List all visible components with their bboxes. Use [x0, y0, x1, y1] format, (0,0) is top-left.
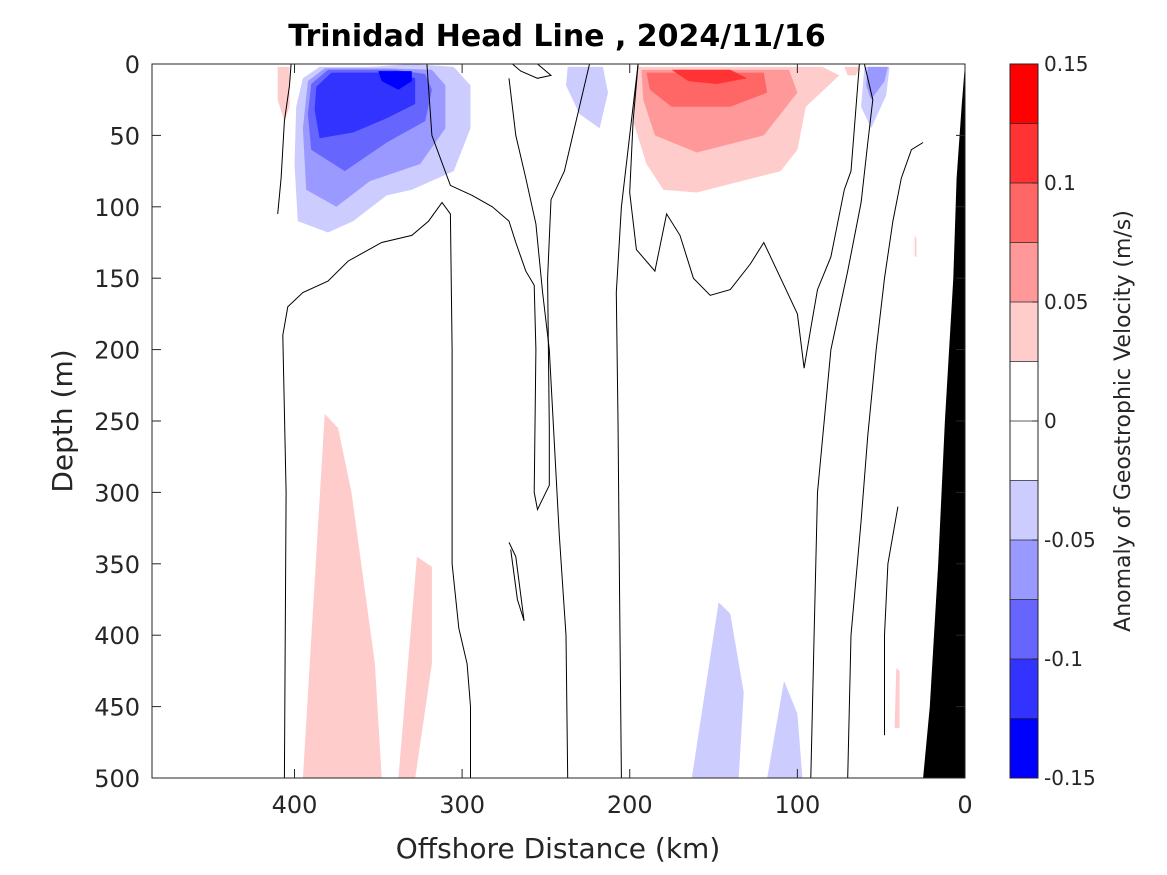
y-tick-label: 500 — [94, 765, 140, 793]
x-axis-label: Offshore Distance (km) — [396, 832, 721, 865]
colorbar: 0.15 0.1 0.05 0 -0.05 -0.1 -0.15 — [1009, 52, 1096, 790]
y-axis: 0 50 100 150 200 250 300 350 400 450 500 — [94, 51, 965, 793]
x-tick-label: 0 — [957, 791, 972, 819]
colorbar-swatch-5 — [1010, 302, 1038, 362]
x-tick-label: 300 — [439, 791, 485, 819]
y-axis-label: Depth (m) — [46, 349, 79, 492]
y-tick-label: 250 — [94, 408, 140, 436]
y-tick-label: 0 — [125, 51, 140, 79]
colorbar-swatch-2 — [1010, 123, 1038, 183]
contour-region-17 — [691, 602, 744, 778]
zero-contour-7 — [615, 64, 639, 778]
colorbar-swatch-4 — [1010, 242, 1038, 302]
y-tick-label: 200 — [94, 337, 140, 365]
zero-contour-10 — [847, 142, 924, 778]
plot-background — [152, 64, 965, 778]
colorbar-swatch-6 — [1010, 361, 1038, 421]
contour-region-10 — [646, 72, 768, 107]
colorbar-swatch-3 — [1010, 183, 1038, 243]
contour-region-4 — [314, 72, 416, 139]
colorbar-swatch-12 — [1010, 718, 1038, 778]
y-tick-label: 50 — [109, 122, 140, 150]
zero-contour-4 — [426, 64, 590, 512]
bathymetry-shelf — [923, 64, 965, 778]
colorbar-tick-label: -0.15 — [1044, 766, 1096, 790]
x-tick-label: 200 — [607, 791, 653, 819]
bathymetry-layer — [923, 64, 965, 778]
colorbar-swatch-7 — [1010, 421, 1038, 481]
colorbar-tick-label: 0 — [1044, 409, 1057, 433]
x-tick-label: 100 — [774, 791, 820, 819]
y-tick-label: 400 — [94, 622, 140, 650]
contour-region-5 — [378, 71, 412, 90]
x-axis: 400 300 200 100 0 — [272, 64, 973, 819]
y-tick-label: 450 — [94, 694, 140, 722]
colorbar-tick-label: 0.05 — [1044, 290, 1089, 314]
colorbar-tick-label: -0.1 — [1044, 647, 1083, 671]
contour-region-20 — [914, 235, 917, 257]
zero-contour-5 — [508, 542, 525, 622]
colorbar-swatch-8 — [1010, 480, 1038, 540]
contour-region-16 — [398, 556, 432, 778]
zero-contour-9 — [810, 64, 874, 778]
colorbar-swatch-11 — [1010, 659, 1038, 719]
zero-contour-layer — [277, 64, 924, 778]
contour-region-15 — [302, 413, 382, 778]
contour-fill-layer — [277, 64, 917, 778]
contour-region-6 — [566, 66, 608, 129]
chart-title: Trinidad Head Line , 2024/11/16 — [288, 19, 825, 54]
y-tick-label: 300 — [94, 479, 140, 507]
zero-contour-11 — [884, 506, 899, 736]
x-tick-label: 400 — [272, 791, 318, 819]
colorbar-tick-label: -0.05 — [1044, 528, 1096, 552]
y-tick-label: 350 — [94, 551, 140, 579]
colorbar-tick-label: 0.1 — [1044, 171, 1076, 195]
y-tick-label: 150 — [94, 265, 140, 293]
plot-area — [151, 63, 966, 779]
zero-contour-6 — [508, 78, 569, 778]
colorbar-tick-label: 0.15 — [1044, 52, 1089, 76]
colorbar-swatch-10 — [1010, 599, 1038, 659]
contour-region-13 — [866, 66, 888, 100]
zero-contour-3 — [512, 64, 553, 79]
zero-contour-8 — [629, 64, 860, 369]
contour-region-19 — [894, 668, 900, 728]
colorbar-swatch-9 — [1010, 540, 1038, 600]
y-tick-label: 100 — [94, 194, 140, 222]
zero-contour-1 — [277, 64, 292, 214]
contour-region-11 — [671, 69, 748, 84]
contour-region-14 — [844, 66, 860, 76]
zero-contour-2 — [282, 201, 471, 778]
colorbar-swatch-1 — [1010, 64, 1038, 124]
colorbar-label: Anomaly of Geostrophic Velocity (m/s) — [1111, 210, 1136, 632]
contour-region-18 — [767, 680, 803, 778]
